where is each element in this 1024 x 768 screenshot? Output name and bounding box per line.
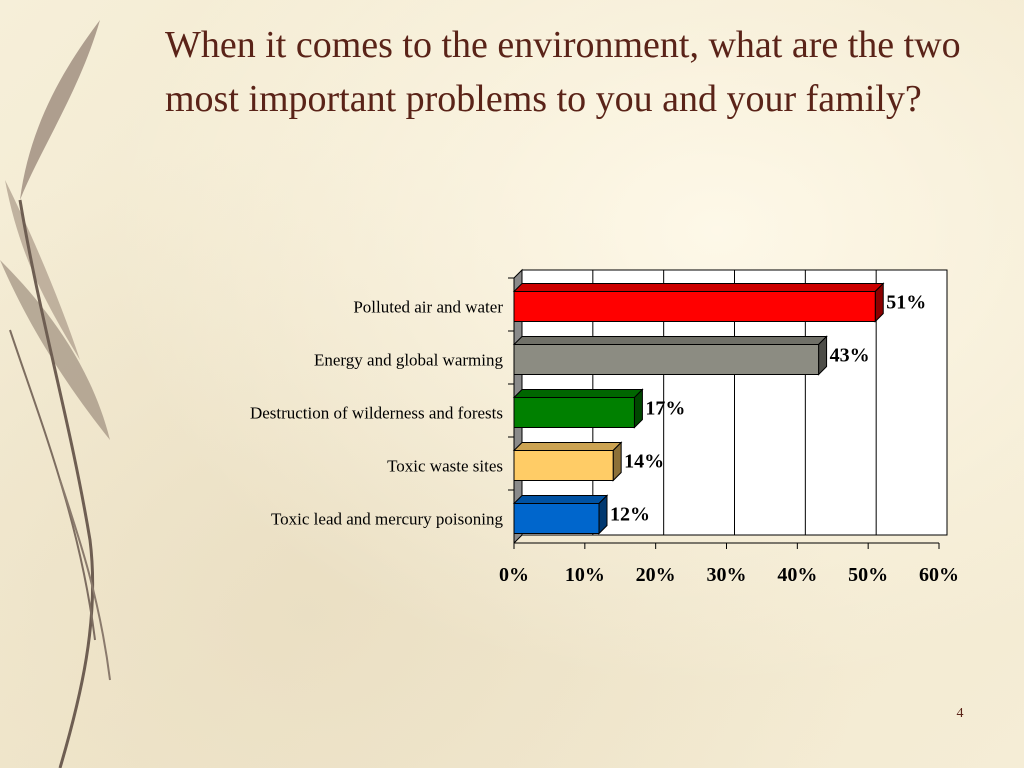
bar	[513, 450, 614, 481]
bar-value-label: 12%	[610, 504, 650, 526]
bar-value-label: 43%	[830, 345, 870, 367]
bar-value-label: 51%	[886, 292, 926, 314]
x-tick-label: 0%	[499, 564, 529, 586]
x-tick-label: 20%	[636, 564, 676, 586]
bar-top-face	[512, 389, 644, 398]
x-tick-label: 10%	[565, 564, 605, 586]
category-label: Polluted air and water	[353, 298, 503, 317]
category-label: Destruction of wilderness and forests	[250, 404, 503, 423]
bar	[513, 344, 820, 375]
bar-value-label: 17%	[645, 398, 685, 420]
slide-title: When it comes to the environment, what a…	[165, 24, 961, 120]
leaf-decoration-image	[0, 20, 111, 768]
x-tick-label: 40%	[777, 564, 817, 586]
category-label: Toxic lead and mercury poisoning	[271, 510, 504, 529]
page-number: 4	[956, 706, 964, 721]
category-label: Toxic waste sites	[387, 457, 503, 476]
bar-top-face	[512, 442, 623, 451]
x-tick-label: 60%	[919, 564, 959, 586]
bar	[513, 291, 876, 322]
bar-top-face	[512, 283, 885, 292]
category-label: Energy and global warming	[314, 351, 504, 370]
x-tick-label: 30%	[707, 564, 747, 586]
bar-value-label: 14%	[624, 451, 664, 473]
x-tick-label: 50%	[848, 564, 888, 586]
bar	[513, 503, 600, 534]
bar-top-face	[512, 495, 609, 504]
bar-top-face	[512, 336, 828, 345]
bar	[513, 397, 635, 428]
